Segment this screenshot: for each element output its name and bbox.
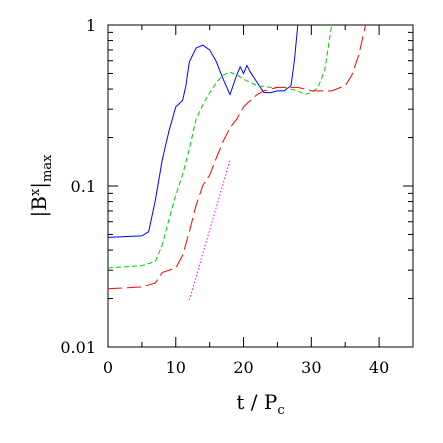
y-tick-label: 0.01 — [60, 338, 96, 357]
series-line — [107, 24, 333, 269]
y-tick-label: 0.1 — [71, 177, 96, 196]
y-axis-label-sub: max — [40, 154, 55, 182]
x-tick-label: 40 — [369, 358, 389, 377]
x-axis-label-main: t / P — [236, 390, 277, 414]
y-axis-label-sup: x — [28, 188, 43, 196]
x-tick-label: 30 — [301, 358, 321, 377]
x-tick-label: 10 — [166, 358, 186, 377]
series-line — [107, 24, 299, 238]
series-line — [188, 159, 231, 301]
y-axis-label-main: |B — [27, 196, 52, 217]
y-axis-label: |Bx|max — [27, 154, 55, 218]
y-tick-label: 1 — [86, 16, 96, 35]
series-line — [107, 24, 367, 290]
x-axis-label: t / Pc — [236, 390, 284, 418]
y-axis-label-bar: | — [27, 182, 52, 189]
x-axis-label-sub: c — [277, 403, 284, 418]
x-tick-label: 0 — [103, 358, 113, 377]
plot-frame — [107, 24, 414, 348]
x-tick-label: 20 — [233, 358, 253, 377]
